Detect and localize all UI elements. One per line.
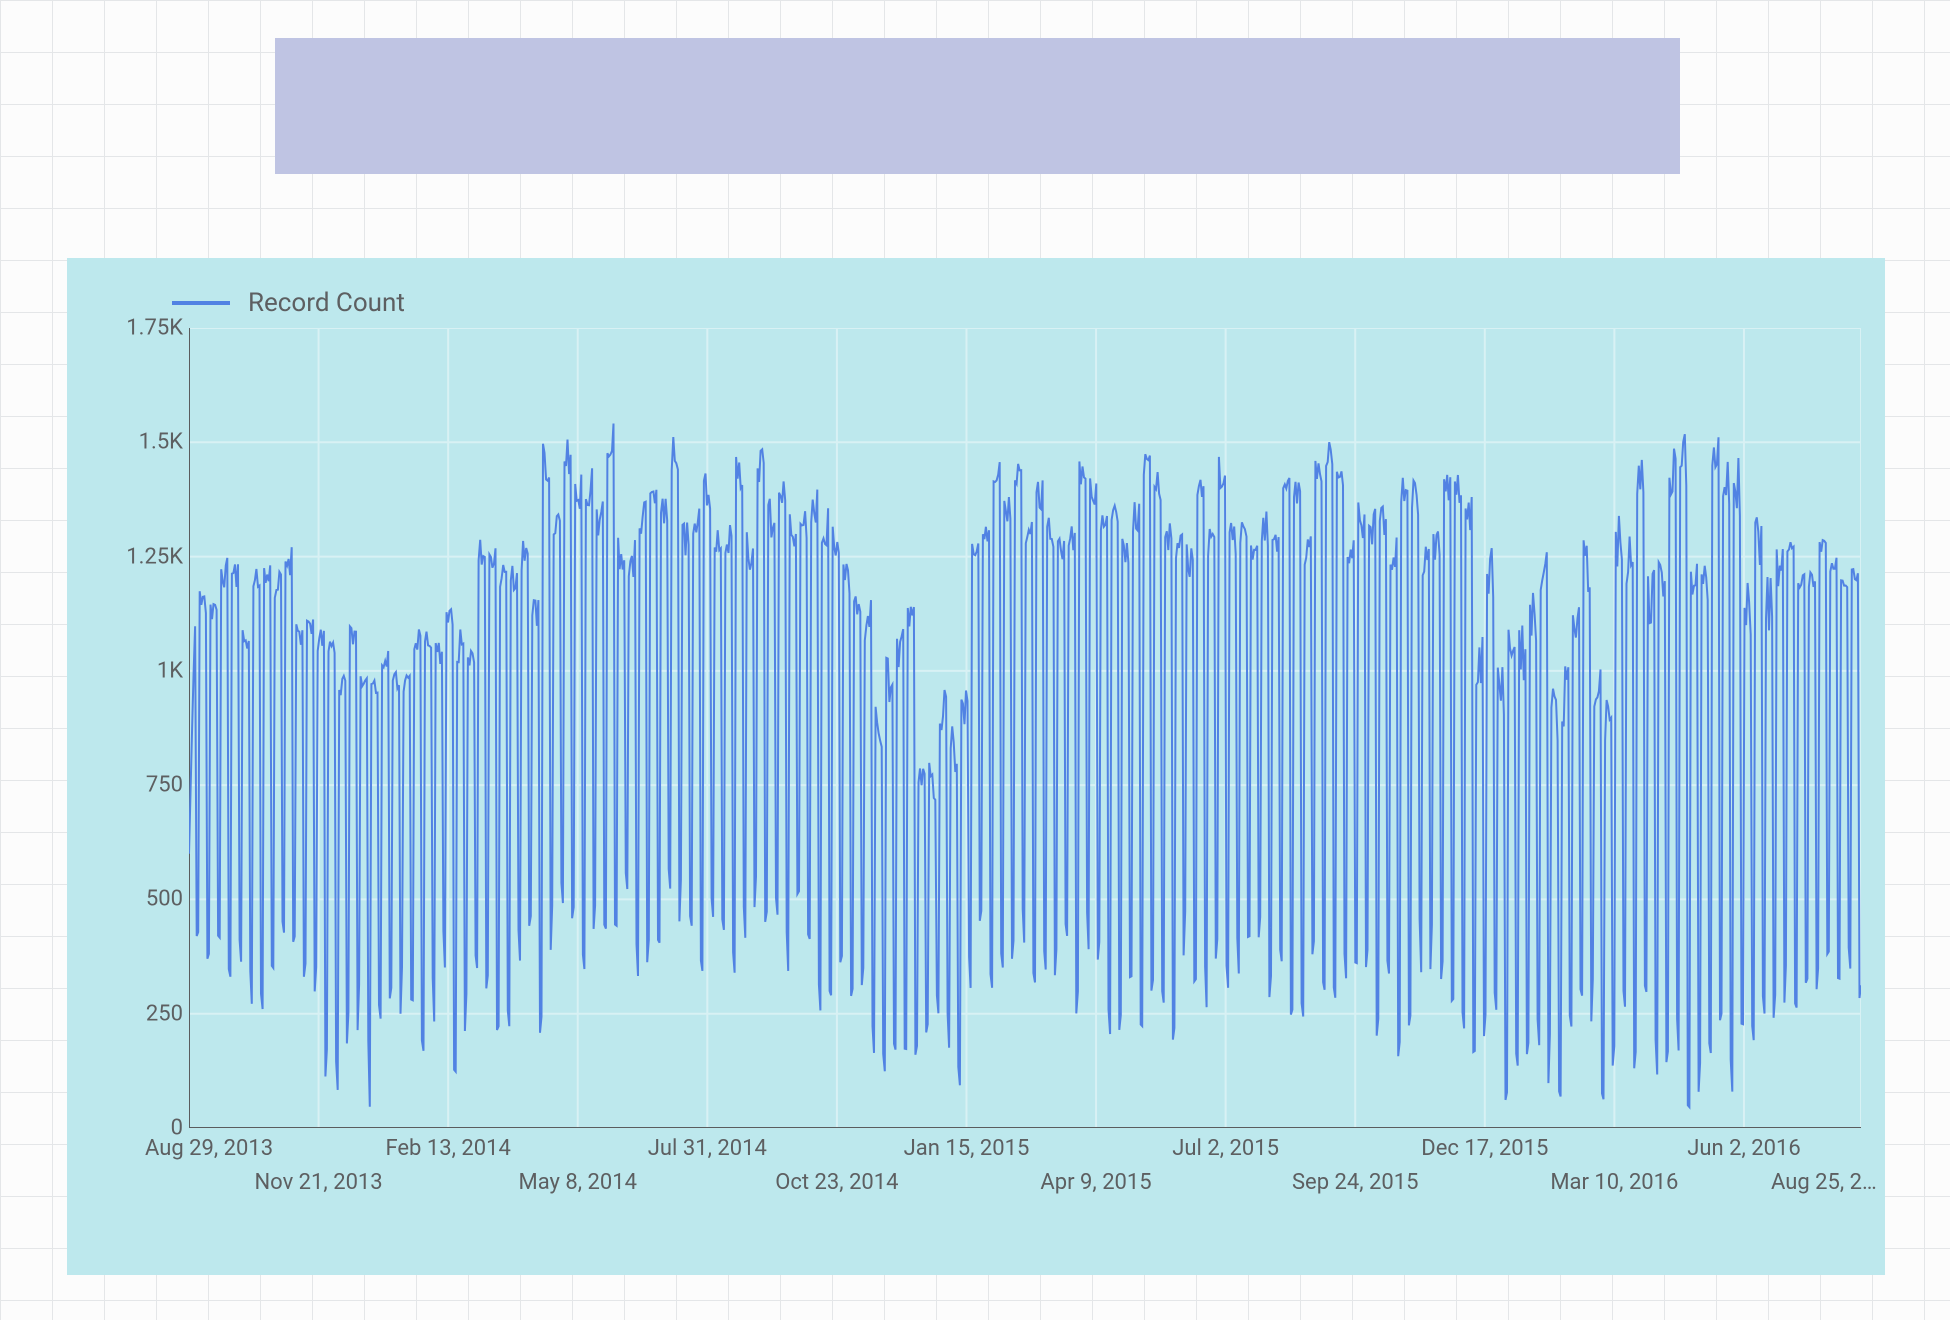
y-tick-label: 1.25K — [126, 544, 183, 569]
chart-panel: Record Count 02505007501K1.25K1.5K1.75K … — [67, 258, 1885, 1275]
x-tick-label: Aug 25, 2… — [1771, 1170, 1877, 1195]
y-tick-label: 750 — [146, 773, 183, 798]
record-count-series — [189, 424, 1861, 1108]
chart-plot — [189, 328, 1861, 1128]
y-tick-label: 1.5K — [139, 430, 183, 455]
y-tick-label: 250 — [146, 1001, 183, 1026]
x-tick-label: Jul 2, 2015 — [1172, 1136, 1279, 1161]
x-tick-label: Apr 9, 2015 — [1040, 1170, 1151, 1195]
legend-swatch — [172, 301, 230, 305]
x-tick-label: May 8, 2014 — [518, 1170, 637, 1195]
legend-label: Record Count — [248, 288, 405, 318]
x-tick-label: Aug 29, 2013 — [145, 1136, 273, 1161]
x-tick-label: Feb 13, 2014 — [385, 1136, 510, 1161]
x-tick-label: Sep 24, 2015 — [1292, 1170, 1419, 1195]
x-tick-label: Jul 31, 2014 — [648, 1136, 767, 1161]
x-tick-label: Jan 15, 2015 — [904, 1136, 1030, 1161]
title-bar — [275, 38, 1680, 174]
y-tick-label: 1K — [157, 658, 183, 683]
x-tick-label: Oct 23, 2014 — [775, 1170, 898, 1195]
legend: Record Count — [172, 288, 405, 318]
x-tick-label: Nov 21, 2013 — [254, 1170, 382, 1195]
y-tick-label: 500 — [146, 887, 183, 912]
x-tick-label: Dec 17, 2015 — [1421, 1136, 1548, 1161]
x-tick-label: Jun 2, 2016 — [1687, 1136, 1800, 1161]
x-tick-label: Mar 10, 2016 — [1550, 1170, 1678, 1195]
y-tick-label: 1.75K — [126, 316, 183, 341]
